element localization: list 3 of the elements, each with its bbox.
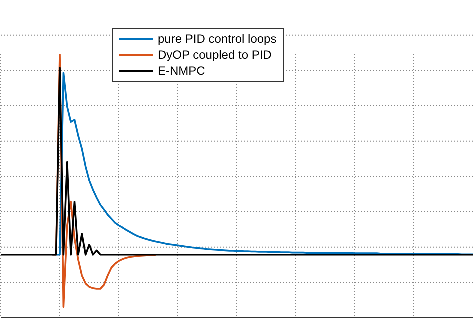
legend-label: DyOP coupled to PID: [158, 48, 272, 62]
legend-label: pure PID control loops: [158, 32, 277, 46]
legend-label: E-NMPC: [158, 64, 206, 78]
